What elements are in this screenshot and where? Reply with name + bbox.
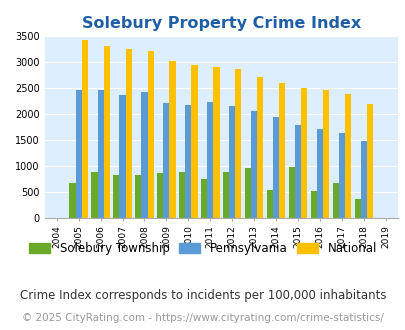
Bar xyxy=(266,190,273,218)
Bar xyxy=(191,65,197,218)
Bar xyxy=(103,46,109,218)
Bar xyxy=(200,179,207,218)
Bar xyxy=(354,199,360,218)
Bar xyxy=(366,104,372,218)
Legend: Solebury Township, Pennsylvania, National: Solebury Township, Pennsylvania, Nationa… xyxy=(24,237,381,260)
Bar xyxy=(360,141,366,218)
Bar xyxy=(338,133,344,218)
Bar xyxy=(81,41,87,218)
Bar xyxy=(119,95,125,218)
Bar xyxy=(322,90,328,218)
Bar xyxy=(244,168,250,218)
Bar xyxy=(91,172,97,218)
Bar xyxy=(69,183,75,218)
Bar xyxy=(310,191,316,218)
Bar xyxy=(141,92,147,218)
Bar xyxy=(288,167,294,218)
Bar xyxy=(250,111,257,218)
Bar xyxy=(279,83,285,218)
Bar xyxy=(75,90,81,218)
Bar xyxy=(228,106,235,218)
Bar xyxy=(125,49,132,218)
Bar xyxy=(222,172,228,218)
Bar xyxy=(332,182,338,218)
Bar xyxy=(235,70,241,218)
Bar xyxy=(294,125,301,218)
Bar xyxy=(147,51,153,218)
Bar xyxy=(157,173,163,218)
Bar xyxy=(135,175,141,218)
Bar xyxy=(213,67,219,218)
Bar xyxy=(273,117,279,218)
Title: Solebury Property Crime Index: Solebury Property Crime Index xyxy=(81,16,360,31)
Text: Crime Index corresponds to incidents per 100,000 inhabitants: Crime Index corresponds to incidents per… xyxy=(20,289,385,302)
Bar xyxy=(97,90,103,218)
Bar xyxy=(113,175,119,218)
Bar xyxy=(344,94,350,218)
Text: © 2025 CityRating.com - https://www.cityrating.com/crime-statistics/: © 2025 CityRating.com - https://www.city… xyxy=(22,314,383,323)
Bar xyxy=(316,129,322,218)
Bar xyxy=(207,102,213,218)
Bar xyxy=(169,61,175,218)
Bar xyxy=(179,172,185,218)
Bar xyxy=(185,105,191,218)
Bar xyxy=(301,88,307,218)
Bar xyxy=(163,103,169,218)
Bar xyxy=(257,77,263,218)
